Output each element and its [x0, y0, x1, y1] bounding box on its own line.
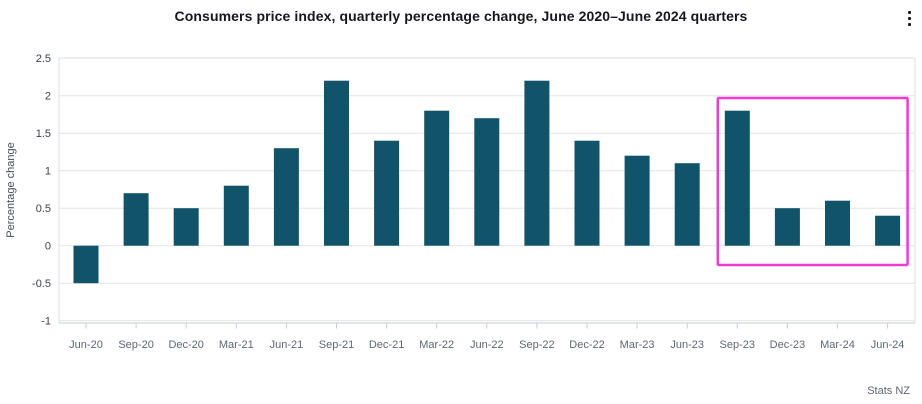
x-tick-label: Jun-24	[871, 339, 905, 351]
y-tick-label: 0	[45, 241, 51, 253]
bar	[324, 80, 349, 246]
x-tick-label: Jun-23	[670, 339, 704, 351]
x-axis-ticks-and-labels: Jun-20 Sep-20 Dec-20 Mar-21 Jun-21 Sep-21 Dec-…	[69, 323, 904, 351]
kebab-menu-icon	[907, 10, 911, 14]
bar	[875, 215, 901, 246]
x-tick-label: Dec-21	[369, 339, 404, 351]
x-tick-label: Dec-23	[770, 339, 805, 351]
attribution: Stats NZ	[867, 385, 910, 397]
y-tick-label: -1	[41, 316, 51, 328]
bar	[524, 80, 550, 246]
x-tick-label: Sep-21	[319, 339, 354, 351]
x-tick-label: Mar-21	[219, 339, 254, 351]
x-tick-label: Sep-22	[519, 339, 554, 351]
y-tick-label: 2	[45, 91, 51, 103]
bar	[273, 148, 299, 246]
y-tick-label: 2.5	[36, 53, 51, 65]
y-axis-title: Percentage change	[5, 142, 17, 237]
bar	[173, 208, 199, 246]
kebab-menu-icon	[907, 16, 911, 20]
bar-series	[73, 80, 901, 284]
y-tick-label: 1	[45, 166, 51, 178]
x-tick-label: Dec-20	[168, 339, 203, 351]
y-tick-label: 1.5	[36, 128, 51, 140]
bar	[624, 155, 650, 246]
x-tick-label: Mar-23	[620, 339, 655, 351]
highlight-box	[716, 96, 909, 267]
bar	[424, 110, 450, 246]
x-tick-label: Jun-20	[69, 339, 103, 351]
bar	[123, 193, 149, 246]
chart-title: Consumers price index, quarterly percent…	[174, 8, 748, 24]
bar	[724, 110, 750, 246]
chart-menu-button[interactable]	[900, 5, 918, 31]
x-tick-label: Mar-22	[419, 339, 454, 351]
bar	[774, 208, 800, 246]
x-tick-label: Mar-24	[820, 339, 855, 351]
y-axis-tick-labels: 2.5 2 1.5 1 0.5 0 -0.5 -1	[32, 53, 51, 328]
kebab-menu-icon	[907, 22, 911, 26]
x-tick-label: Jun-22	[470, 339, 504, 351]
bar	[73, 245, 99, 284]
x-tick-label: Sep-20	[118, 339, 153, 351]
bar	[223, 185, 249, 246]
bar	[574, 140, 600, 246]
x-tick-label: Dec-22	[569, 339, 604, 351]
y-tick-label: 0.5	[36, 203, 51, 215]
y-tick-label: -0.5	[32, 278, 51, 290]
x-tick-label: Sep-23	[720, 339, 755, 351]
bar	[674, 163, 700, 246]
bar	[474, 118, 500, 246]
bar	[374, 140, 400, 246]
bar	[825, 200, 850, 246]
x-tick-label: Jun-21	[270, 339, 304, 351]
